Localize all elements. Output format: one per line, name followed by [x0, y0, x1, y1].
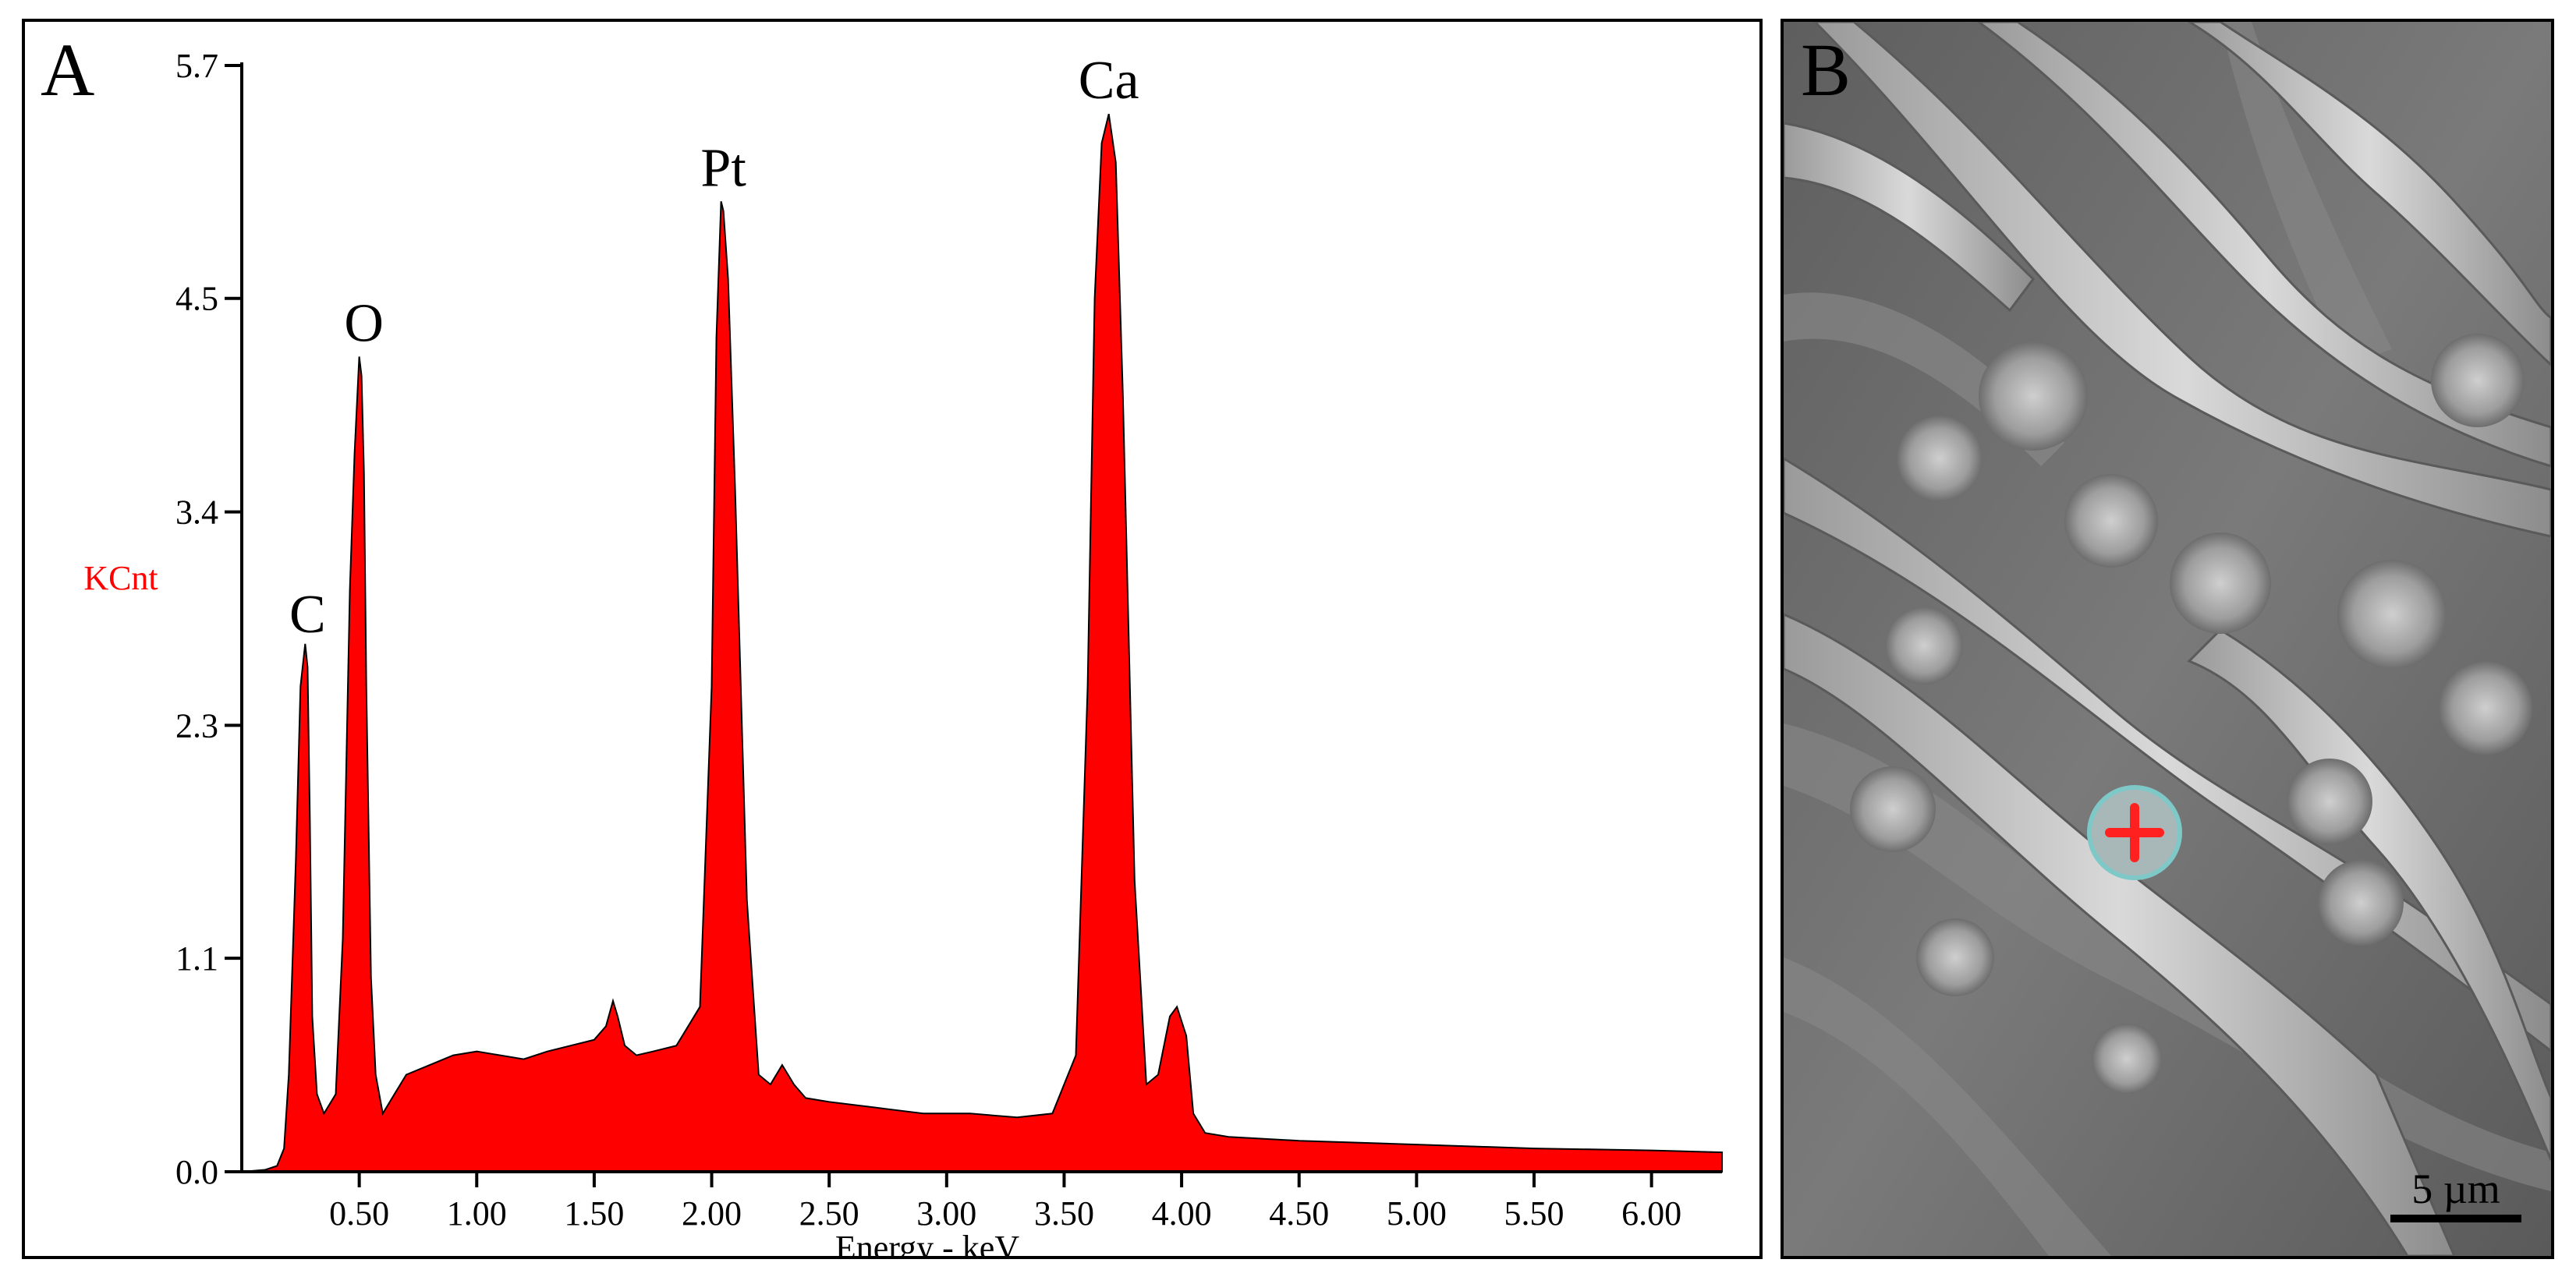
x-tick-label: 4.00	[1152, 1194, 1212, 1233]
x-tick-label: 0.50	[329, 1194, 389, 1233]
panel-b-letter: B	[1801, 28, 1851, 111]
y-tick-label: 4.5	[175, 280, 218, 318]
y-tick-label: 0.0	[175, 1153, 218, 1191]
y-tick-label: 2.3	[175, 706, 218, 745]
x-tick-label: 4.50	[1269, 1194, 1329, 1233]
x-tick-label: 2.50	[799, 1194, 859, 1233]
x-tick-label: 6.00	[1621, 1194, 1681, 1233]
sem-micrograph: 5 µm	[1784, 22, 2551, 1256]
x-tick-label: 1.50	[564, 1194, 624, 1233]
scale-bar: 5 µm	[2390, 1166, 2521, 1222]
x-tick-label: 3.50	[1034, 1194, 1094, 1233]
x-tick-label: 5.50	[1504, 1194, 1564, 1233]
peak-label: Ca	[1079, 51, 1139, 111]
spectrum-area	[241, 113, 1723, 1173]
spectrum-chart: 0.0 1.1 2.3 3.4 4.5 5.7 0.50 1.00 1.50 2.00 2.50 3.…	[83, 47, 1723, 1256]
x-tick-label: 3.00	[916, 1194, 976, 1233]
peak-label: O	[344, 293, 384, 353]
y-tick-label: 3.4	[175, 493, 218, 532]
analysis-marker-cross	[2105, 803, 2164, 862]
x-tick-label: 2.00	[682, 1194, 742, 1233]
y-tick-label: 1.1	[175, 939, 218, 978]
scale-bar-label: 5 µm	[2411, 1166, 2500, 1212]
peak-label: Pt	[700, 138, 746, 198]
y-tick-label: 5.7	[175, 47, 218, 85]
x-axis-label: Energy - keV	[835, 1229, 1019, 1256]
x-tick-label: 1.00	[447, 1194, 507, 1233]
panel-a-letter: A	[41, 28, 95, 111]
panel-a: A 0.0 1.1 2.3 3.4 4.5 5.7 0.50 1.00 1.50 2.00 2.50…	[22, 19, 1763, 1259]
crystal-clusters	[1850, 334, 2532, 1094]
peak-label: C	[289, 585, 326, 645]
y-axis-label: KCnt	[83, 559, 158, 597]
panel-b: 5 µm B	[1781, 19, 2554, 1259]
x-tick-label: 5.00	[1387, 1194, 1447, 1233]
analysis-spot	[2087, 785, 2182, 880]
